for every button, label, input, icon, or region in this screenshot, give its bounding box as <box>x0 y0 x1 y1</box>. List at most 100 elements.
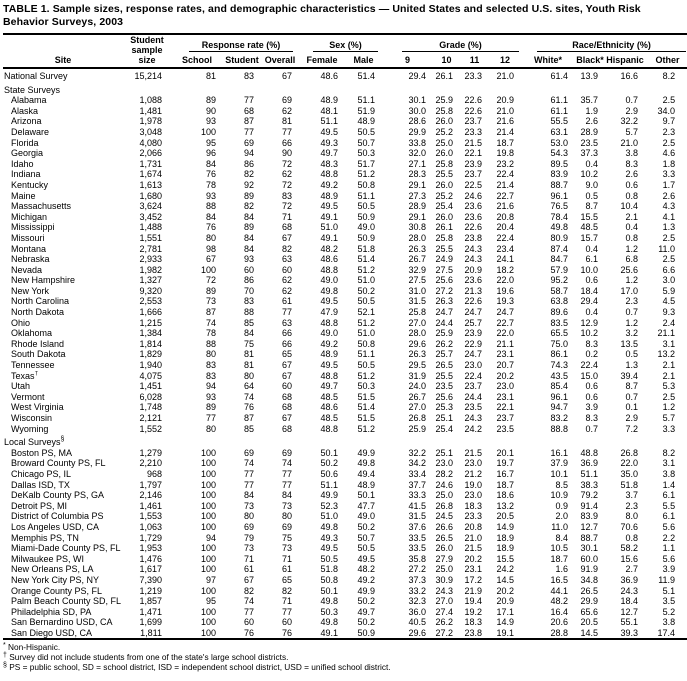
cell: 82 <box>243 585 254 596</box>
cell: 4,075 <box>139 370 162 381</box>
cell: 4.1 <box>662 211 676 222</box>
site-name: Ohio <box>11 317 31 328</box>
cell: 51.7 <box>357 158 376 169</box>
cell: 23.0 <box>464 360 483 371</box>
table-row: Montana 2,781 98 84 82 48.2 51.8 26.3 25.5 24.3 23… <box>3 244 687 255</box>
cell: 74 <box>243 458 254 469</box>
cell: 26.1 <box>435 71 454 81</box>
cell: 88 <box>205 201 216 212</box>
cell: 1,829 <box>139 349 162 360</box>
cell: 66 <box>282 338 293 349</box>
cell: 84.7 <box>550 254 569 265</box>
cell: 50.5 <box>357 543 376 554</box>
section-label: State Surveys <box>4 84 61 95</box>
cell: 0.4 <box>625 222 639 233</box>
cell: 2,121 <box>139 413 162 423</box>
cell: 33.5 <box>408 532 427 543</box>
cell: 29.1 <box>408 179 427 190</box>
cell: 24.5 <box>435 511 454 522</box>
cell: 25.9 <box>435 95 454 106</box>
cell: 17.1 <box>496 606 515 617</box>
cell: 3.1 <box>662 338 676 349</box>
cell: 24.6 <box>435 479 454 490</box>
cell: 21.0 <box>620 137 639 148</box>
cell: 2,066 <box>139 148 162 159</box>
cell: 79.2 <box>580 490 599 501</box>
cell: 27.0 <box>408 317 427 328</box>
cell: 67 <box>282 71 293 81</box>
cell: 8.4 <box>555 532 569 543</box>
cell: 20.2 <box>496 585 515 596</box>
cell: 51.0 <box>320 222 339 233</box>
cell: 61 <box>282 296 293 307</box>
cell: 68 <box>282 402 293 413</box>
cell: 1,327 <box>139 275 162 286</box>
cell: 21.0 <box>464 532 483 543</box>
cell: 51.1 <box>357 95 376 106</box>
cell: 3.9 <box>585 402 599 413</box>
cell: 63 <box>282 317 293 328</box>
cell: 50.7 <box>357 532 376 543</box>
table-row: New Orleans PS, LA 1,617 100 61 61 51.8 48.2 27… <box>3 564 687 575</box>
cell: 27.4 <box>435 606 454 617</box>
cell: 48.2 <box>550 596 569 607</box>
cell: 82 <box>282 243 293 254</box>
cell: 13.2 <box>657 349 676 360</box>
cell: 1,552 <box>139 423 162 434</box>
cell: 70 <box>243 285 254 296</box>
cell: 0.7 <box>585 423 599 434</box>
cell: 86 <box>243 158 254 169</box>
cell: 1,215 <box>139 317 162 328</box>
cell: 3.3 <box>662 423 676 434</box>
cell: 2.5 <box>662 232 676 243</box>
cell: 51.5 <box>357 391 376 402</box>
cell: 36.0 <box>408 606 427 617</box>
cell: 90 <box>282 148 293 159</box>
cell: 25.9 <box>435 328 454 339</box>
cell: 77 <box>243 606 254 617</box>
table-row: Michigan 3,452 84 84 71 49.1 50.9 29.1 26.0 23.6 2… <box>3 212 687 223</box>
site-name: Orange County PS, FL <box>11 585 103 596</box>
table-row: North Carolina 2,553 73 83 61 49.5 50.5 31.5 26.… <box>3 296 687 307</box>
cell: 6.8 <box>625 254 639 265</box>
cell: 67 <box>282 360 293 371</box>
site-name: Milwaukee PS, WI <box>11 553 85 564</box>
cell: 23.3 <box>464 126 483 137</box>
cell: 72 <box>282 201 293 212</box>
cell: 48.8 <box>320 317 339 328</box>
cell: 22.6 <box>464 222 483 233</box>
cell: 2,210 <box>139 458 162 469</box>
cell: 100 <box>200 521 216 532</box>
cell: 60 <box>243 264 254 275</box>
cell: 1,731 <box>139 158 162 169</box>
cell: 2.7 <box>625 564 639 575</box>
table-row: New York City PS, NY 7,390 97 67 65 50.8 49.2 3… <box>3 575 687 586</box>
cell: 2.4 <box>662 317 676 328</box>
cell: 23.5 <box>435 381 454 392</box>
cell: 61 <box>243 564 254 575</box>
cell: 67 <box>205 254 216 265</box>
cell: 33.5 <box>408 543 427 554</box>
cell: 61.4 <box>550 71 569 81</box>
cell: 51.1 <box>357 190 376 201</box>
cell: 1,729 <box>139 532 162 543</box>
cell: 18.2 <box>496 264 515 275</box>
cell: 2,553 <box>139 296 162 307</box>
footnote-text: Survey did not include students from one… <box>6 652 289 663</box>
table-row: West Virginia 1,748 89 76 68 48.6 51.4 27.0 25.3… <box>3 402 687 413</box>
cell: 18.4 <box>580 285 599 296</box>
cell: 27.5 <box>435 264 454 275</box>
cell: 83.9 <box>550 169 569 180</box>
table-row: Indiana 1,674 76 82 62 48.8 51.2 28.3 25.5 23.7 22… <box>3 169 687 180</box>
cell: 49.2 <box>357 574 376 585</box>
cell: 83 <box>243 71 254 81</box>
cell: 20.8 <box>496 211 515 222</box>
cell: 1,811 <box>140 627 162 638</box>
cell: 22.4 <box>496 169 515 180</box>
cell: 29.5 <box>408 360 427 371</box>
cell: 49.0 <box>320 328 339 339</box>
cell: 19.4 <box>464 596 483 607</box>
cell: 15.6 <box>620 553 639 564</box>
cell: 1,451 <box>139 381 162 392</box>
cell: 92 <box>243 179 254 190</box>
